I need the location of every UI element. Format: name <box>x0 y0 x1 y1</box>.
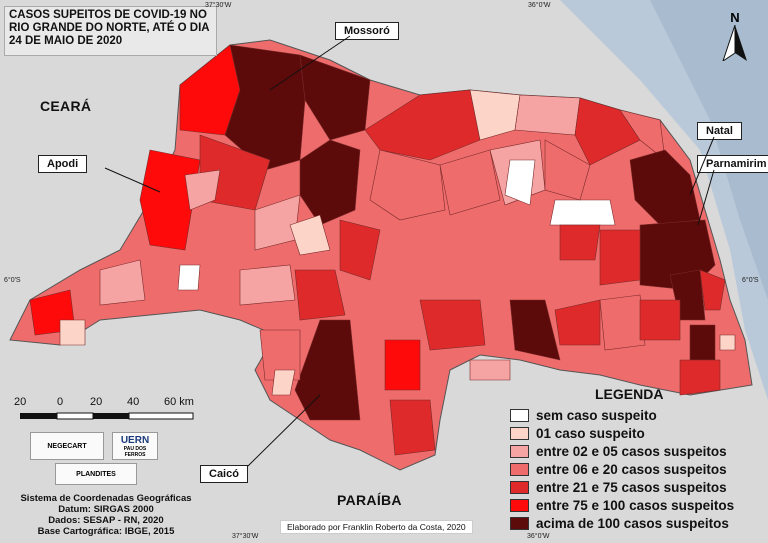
region-paraiba: PARAÍBA <box>337 492 402 508</box>
legend-swatch <box>510 498 529 512</box>
coord-bottom-left: 37°30'W <box>232 533 259 540</box>
legend-swatch <box>510 480 529 494</box>
legend-label: sem caso suspeito <box>536 407 657 423</box>
callout-caico: Caicó <box>200 465 248 483</box>
legend: sem caso suspeito 01 caso suspeito entre 0… <box>510 406 760 532</box>
logo-plandites: PLANDITES <box>55 463 137 485</box>
coord-left-lat: 6°0'S <box>4 277 21 284</box>
callout-apodi: Apodi <box>38 155 88 173</box>
callout-parnamirim: Parnamirim <box>697 155 768 173</box>
north-arrow-icon <box>722 24 747 63</box>
legend-label: 01 caso suspeito <box>536 425 645 441</box>
scale-label-1: 0 <box>57 396 64 408</box>
legend-label: entre 02 e 05 casos suspeitos <box>536 443 727 459</box>
legend-item: entre 21 e 75 casos suspeitos <box>510 478 760 496</box>
legend-title: LEGENDA <box>595 386 664 402</box>
legend-swatch <box>510 408 529 422</box>
credits: Sistema de Coordenadas Geográficas Datum… <box>20 493 192 537</box>
callout-mossoro: Mossoró <box>335 22 399 40</box>
legend-item: sem caso suspeito <box>510 406 760 424</box>
legend-label: entre 75 e 100 casos suspeitos <box>536 497 735 513</box>
legend-item: entre 06 e 20 casos suspeitos <box>510 460 760 478</box>
legend-label: entre 06 e 20 casos suspeitos <box>536 461 727 477</box>
legend-item: acima de 100 casos suspeitos <box>510 514 760 532</box>
north-label: N <box>730 10 740 25</box>
legend-swatch <box>510 444 529 458</box>
legend-item: entre 75 e 100 casos suspeitos <box>510 496 760 514</box>
legend-swatch <box>510 426 529 440</box>
author-credit: Elaborado por Franklin Roberto da Costa,… <box>280 520 473 534</box>
legend-item: entre 02 e 05 casos suspeitos <box>510 442 760 460</box>
scale-label-3: 40 <box>127 396 140 408</box>
legend-label: acima de 100 casos suspeitos <box>536 515 729 531</box>
map-title: CASOS SUPEITOS DE COVID-19 NO RIO GRANDE… <box>4 6 217 56</box>
coord-top-left: 37°30'W <box>205 2 232 9</box>
logo-uern: UERN PAU DOS FERROS <box>112 432 158 460</box>
scale-bar-graphic <box>20 412 194 420</box>
scale-bar: 20 0 20 40 60 km <box>14 396 204 426</box>
scale-label-2: 20 <box>90 396 103 408</box>
legend-label: entre 21 e 75 casos suspeitos <box>536 479 727 495</box>
coord-top-right: 36°0'W <box>528 2 551 9</box>
scale-label-4: 60 km <box>164 396 194 408</box>
callout-natal: Natal <box>697 122 742 140</box>
region-ceara: CEARÁ <box>40 98 92 114</box>
coord-right-lat: 6°0'S <box>742 277 759 284</box>
legend-item: 01 caso suspeito <box>510 424 760 442</box>
coord-bottom-right: 36°0'W <box>527 533 550 540</box>
north-arrow: N <box>720 10 750 63</box>
logo-negecart: NEGECART <box>30 432 104 460</box>
legend-swatch <box>510 462 529 476</box>
scale-label-0: 20 <box>14 396 27 408</box>
legend-swatch <box>510 516 529 530</box>
